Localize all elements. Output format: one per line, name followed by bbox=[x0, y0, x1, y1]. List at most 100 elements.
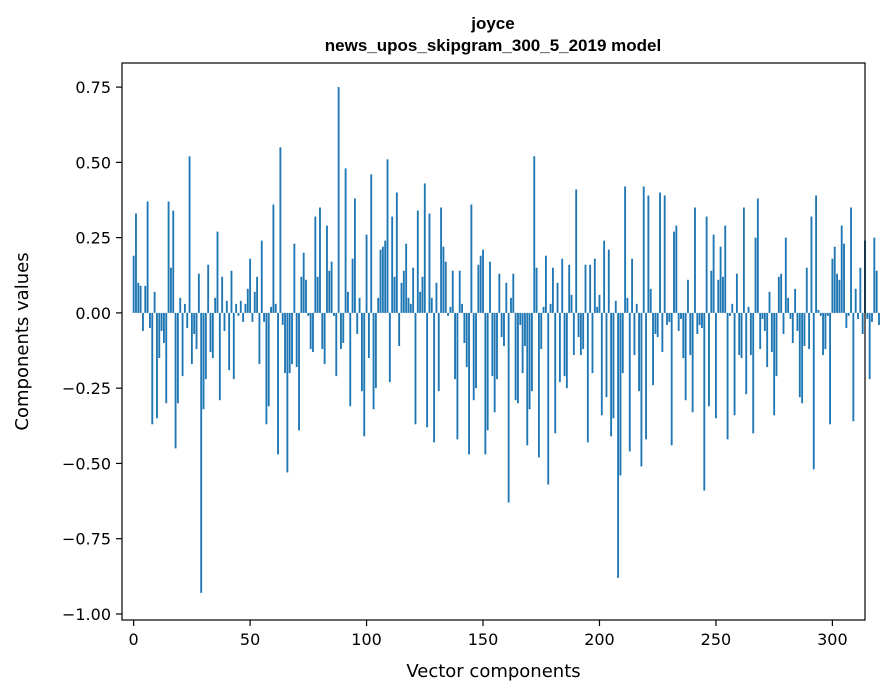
bar bbox=[414, 312, 417, 425]
bar bbox=[475, 312, 477, 389]
bar bbox=[435, 282, 438, 313]
bar bbox=[654, 312, 657, 334]
bar bbox=[530, 312, 533, 392]
chart-title: joyce bbox=[470, 14, 514, 33]
bar bbox=[319, 207, 321, 313]
bar bbox=[803, 312, 806, 347]
bar bbox=[137, 282, 140, 313]
bar bbox=[619, 312, 622, 476]
bar bbox=[333, 312, 335, 316]
bar bbox=[521, 312, 524, 374]
bar bbox=[612, 312, 615, 419]
bar bbox=[167, 201, 170, 313]
bar bbox=[328, 270, 331, 313]
bar bbox=[815, 195, 818, 313]
bar bbox=[386, 159, 389, 313]
bar bbox=[705, 216, 708, 313]
bar bbox=[358, 297, 361, 313]
bar bbox=[402, 270, 405, 313]
bar bbox=[346, 291, 349, 313]
bar bbox=[493, 312, 496, 413]
bar bbox=[614, 300, 617, 313]
bar bbox=[503, 312, 505, 347]
bar bbox=[340, 312, 342, 350]
bar bbox=[291, 312, 293, 365]
bar bbox=[694, 207, 696, 313]
bar bbox=[710, 270, 713, 313]
bar bbox=[216, 231, 219, 313]
bar bbox=[242, 312, 245, 322]
bar bbox=[302, 252, 305, 313]
bar bbox=[195, 312, 198, 350]
bar bbox=[468, 312, 470, 455]
bar bbox=[270, 306, 272, 313]
bar bbox=[843, 243, 845, 313]
bar bbox=[808, 312, 811, 350]
bar bbox=[868, 312, 871, 380]
bar bbox=[186, 312, 189, 328]
bar bbox=[701, 312, 703, 328]
bar bbox=[353, 198, 356, 313]
bar bbox=[738, 312, 741, 356]
bar bbox=[735, 273, 738, 313]
bar bbox=[451, 270, 454, 313]
bar bbox=[454, 312, 457, 380]
bar bbox=[298, 312, 300, 431]
y-tick-label: 0.75 bbox=[75, 78, 111, 97]
bar bbox=[209, 312, 212, 353]
bar bbox=[675, 225, 678, 313]
y-tick-label: 0.50 bbox=[75, 153, 111, 172]
bar bbox=[470, 204, 473, 313]
bar bbox=[384, 240, 387, 313]
bar bbox=[172, 210, 175, 313]
bar bbox=[859, 267, 862, 313]
bar bbox=[356, 312, 359, 334]
bar bbox=[258, 312, 261, 365]
bar bbox=[544, 255, 547, 313]
bar bbox=[763, 312, 766, 331]
bar bbox=[183, 303, 186, 313]
y-tick-label: −0.25 bbox=[62, 379, 111, 398]
bar bbox=[726, 312, 729, 440]
bar bbox=[871, 312, 873, 322]
bar bbox=[642, 186, 645, 313]
bar bbox=[649, 288, 652, 313]
bar bbox=[663, 195, 666, 313]
y-axis-ticks: −1.00 −0.75 −0.50 −0.25 0.00 0.25 0.50 0.75 bbox=[62, 78, 122, 624]
bar bbox=[680, 312, 682, 319]
bar bbox=[782, 312, 785, 334]
bar bbox=[200, 312, 203, 593]
bar bbox=[666, 312, 668, 325]
bar bbox=[330, 261, 333, 313]
bar bbox=[253, 291, 256, 313]
bar bbox=[754, 237, 757, 313]
chart-subtitle: news_upos_skipgram_300_5_2019 model bbox=[325, 36, 661, 55]
bar bbox=[784, 237, 787, 313]
bar bbox=[281, 312, 284, 325]
bar bbox=[558, 312, 561, 383]
bar bbox=[677, 312, 680, 331]
bar bbox=[524, 312, 526, 347]
bar bbox=[351, 258, 354, 313]
bar bbox=[440, 207, 443, 313]
bar bbox=[400, 282, 403, 313]
bar bbox=[314, 216, 317, 313]
bar bbox=[218, 312, 221, 401]
bar bbox=[158, 312, 161, 359]
bar bbox=[584, 264, 587, 313]
bar bbox=[752, 312, 755, 434]
bar bbox=[409, 303, 412, 313]
bar bbox=[773, 312, 776, 416]
bar bbox=[321, 312, 324, 350]
bar bbox=[698, 312, 701, 325]
bar bbox=[589, 264, 592, 313]
bar bbox=[829, 312, 831, 425]
bar bbox=[563, 312, 566, 377]
bar bbox=[561, 258, 564, 313]
bar bbox=[202, 312, 205, 410]
bar bbox=[582, 312, 585, 350]
bar bbox=[819, 312, 822, 316]
bar bbox=[528, 312, 531, 410]
bar bbox=[374, 312, 377, 389]
bar bbox=[491, 312, 494, 377]
